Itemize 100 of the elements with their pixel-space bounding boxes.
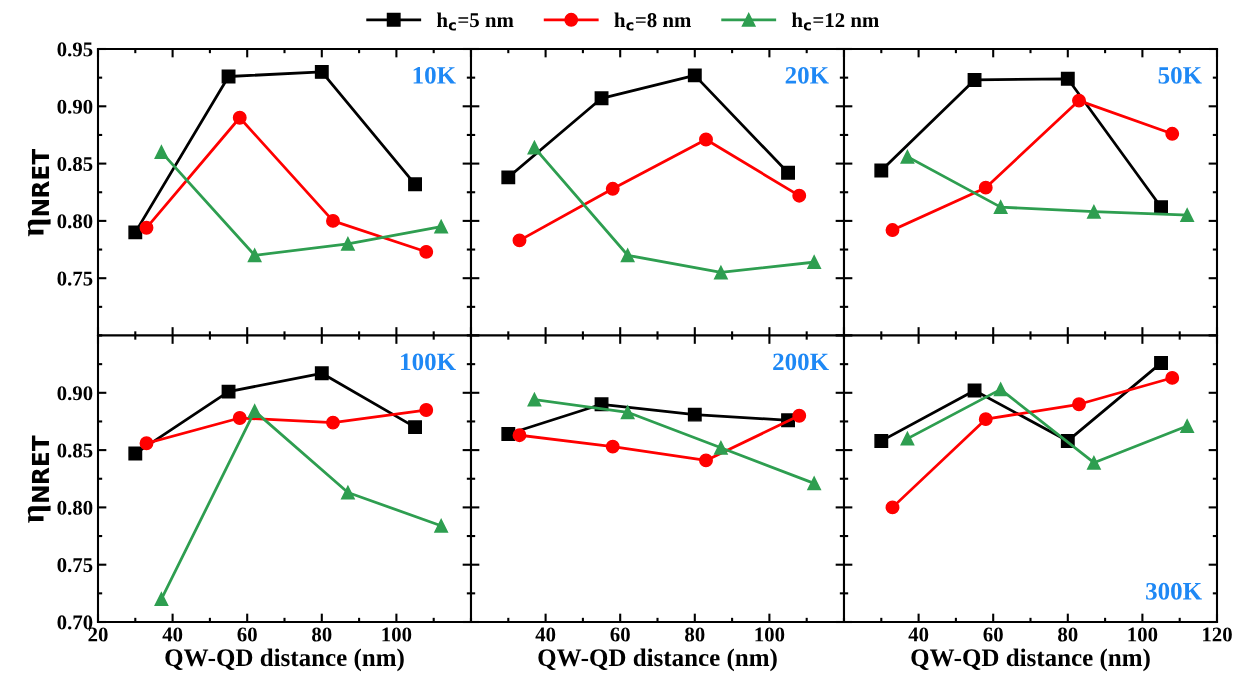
- point: [527, 140, 542, 155]
- y-tick-label: 0.85: [57, 443, 93, 458]
- annotation: 100K: [401, 353, 456, 371]
- point: [713, 440, 728, 455]
- x-tick-label: 40: [908, 627, 929, 642]
- point: [232, 411, 247, 425]
- point: [527, 392, 542, 407]
- point: [605, 181, 620, 196]
- point: [512, 233, 527, 248]
- point: [874, 163, 889, 178]
- point: [314, 366, 329, 381]
- point: [154, 145, 169, 160]
- point: [1060, 71, 1075, 86]
- point: [781, 165, 795, 180]
- legend-label: h$_{c}$=12 nm: [791, 12, 879, 31]
- point: [687, 407, 702, 422]
- point: [247, 404, 262, 419]
- point: [978, 412, 993, 427]
- point: [620, 248, 635, 263]
- point: [139, 220, 154, 235]
- point: [247, 248, 262, 263]
- point: [807, 255, 822, 270]
- y-axis-title: η$_{NRET}$: [27, 148, 51, 237]
- legend-label: h$_{c}$=5 nm: [436, 12, 514, 31]
- point: [605, 439, 620, 454]
- point: [1072, 397, 1086, 412]
- point: [900, 431, 915, 446]
- point: [792, 408, 807, 423]
- point: [1154, 356, 1168, 370]
- annotation: 300K: [1146, 582, 1202, 600]
- x-tick-label: 40: [535, 627, 556, 642]
- annotation: 20K: [785, 66, 829, 84]
- x-axis-title: QW-QD distance (nm): [538, 648, 777, 672]
- point: [1072, 93, 1086, 108]
- point: [419, 244, 434, 259]
- point: [807, 476, 822, 491]
- point: [154, 592, 169, 607]
- point: [314, 64, 329, 79]
- legend-label: h$_{c}$=8 nm: [614, 12, 691, 31]
- y-tick-label: 0.95: [57, 42, 93, 57]
- y-tick-label: 0.90: [57, 99, 93, 114]
- x-tick-label: 120: [1203, 627, 1232, 642]
- x-tick-label: 100: [382, 627, 412, 642]
- point: [699, 453, 713, 468]
- point: [139, 436, 154, 451]
- point: [408, 420, 422, 435]
- point: [419, 403, 434, 417]
- point: [408, 177, 422, 192]
- x-tick-label: 80: [1058, 627, 1078, 642]
- point: [594, 91, 609, 106]
- point: [993, 200, 1008, 215]
- y-tick-label: 0.90: [57, 386, 93, 401]
- point: [713, 265, 728, 280]
- point: [1154, 200, 1168, 215]
- point: [1165, 370, 1180, 385]
- point: [128, 446, 143, 461]
- point: [792, 188, 807, 203]
- x-axis-title: QW-QD distance (nm): [165, 648, 404, 672]
- annotation: 50K: [1158, 66, 1202, 84]
- point: [687, 68, 702, 83]
- point: [885, 223, 900, 238]
- point: [1165, 126, 1180, 141]
- point: [128, 225, 143, 240]
- annotation: 10K: [413, 66, 456, 84]
- point: [221, 384, 236, 399]
- point: [874, 433, 889, 448]
- y-tick-label: 0.80: [57, 214, 93, 229]
- point: [967, 72, 982, 87]
- x-tick-label: 100: [1128, 627, 1158, 642]
- point: [993, 382, 1008, 397]
- point: [501, 170, 516, 185]
- point: [1086, 204, 1101, 219]
- x-tick-label: 60: [983, 627, 1003, 642]
- point: [1180, 419, 1195, 433]
- y-tick-label: 0.75: [57, 271, 93, 286]
- point: [512, 428, 527, 443]
- y-tick-label: 0.80: [57, 500, 93, 515]
- point: [900, 149, 915, 164]
- point: [340, 485, 355, 500]
- point: [699, 132, 713, 147]
- x-tick-label: 60: [610, 627, 630, 642]
- point: [1086, 455, 1101, 470]
- point: [232, 110, 247, 125]
- point: [1180, 208, 1195, 223]
- point: [326, 415, 340, 430]
- point: [434, 219, 449, 234]
- annotation: 200K: [773, 353, 829, 371]
- x-tick-label: 100: [755, 627, 785, 642]
- x-tick-label: 80: [312, 627, 332, 642]
- y-tick-label: 0.75: [57, 558, 93, 573]
- point: [340, 236, 355, 251]
- y-axis-title: η$_{NRET}$: [27, 435, 51, 523]
- x-axis-title: QW-QD distance (nm): [911, 648, 1150, 672]
- x-tick-label: 60: [237, 627, 257, 642]
- point: [620, 405, 635, 420]
- point: [978, 180, 993, 195]
- point: [885, 500, 900, 515]
- x-tick-label: 40: [162, 627, 183, 642]
- point: [326, 213, 340, 228]
- point: [434, 518, 449, 533]
